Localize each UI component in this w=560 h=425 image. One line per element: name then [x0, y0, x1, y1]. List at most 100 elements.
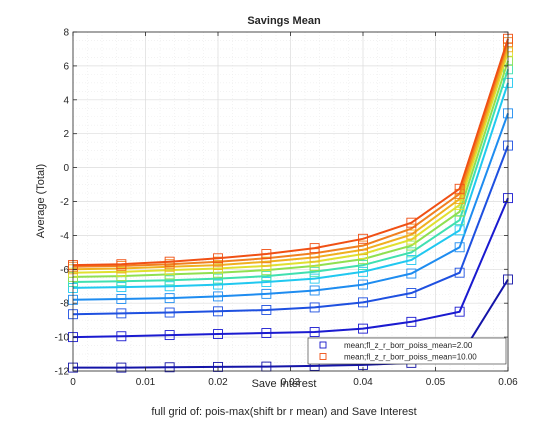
- x-tick-label: 0.02: [208, 377, 228, 388]
- data-point-marker: [406, 240, 417, 251]
- data-point-marker: [213, 361, 223, 372]
- data-point-marker: [358, 266, 368, 277]
- data-point-marker: [358, 233, 368, 244]
- y-tick-label: -4: [60, 231, 69, 242]
- series-line: [72, 51, 509, 274]
- data-point-marker: [406, 229, 417, 240]
- data-point-marker: [309, 285, 320, 296]
- data-point-marker: [261, 277, 272, 287]
- data-point-marker: [309, 327, 320, 337]
- y-tick-label: 6: [63, 61, 69, 72]
- legend-box: [307, 337, 507, 365]
- x-tick-label: 0.06: [498, 377, 518, 388]
- data-point-marker: [116, 282, 127, 293]
- data-point-marker: [406, 223, 417, 234]
- series-line: [72, 41, 509, 268]
- data-point-marker: [309, 266, 320, 277]
- data-point-marker: [164, 293, 175, 304]
- y-tick-label: 2: [63, 129, 69, 140]
- data-point-marker: [116, 294, 127, 304]
- data-point-marker: [358, 323, 368, 334]
- legend-label: mean;fl_z_r_borr_poiss_mean=2.00: [344, 341, 473, 350]
- legend-label: mean;fl_z_r_borr_poiss_mean=10.00: [344, 353, 477, 362]
- series-line: [72, 145, 509, 316]
- series-group: [68, 33, 513, 373]
- legend: mean;fl_z_r_borr_poiss_mean=2.00 mean;fl_…: [307, 337, 507, 365]
- chart-title: Savings Mean: [247, 15, 321, 27]
- data-point-marker: [261, 271, 272, 282]
- data-point-marker: [164, 281, 175, 292]
- data-point-marker: [454, 183, 465, 194]
- data-point-marker: [164, 256, 175, 267]
- x-tick-label: 0: [70, 377, 76, 388]
- data-point-marker: [406, 268, 417, 279]
- y-tick-label: 8: [63, 28, 69, 39]
- grid: [72, 31, 509, 372]
- data-point-marker: [358, 240, 368, 251]
- series-line: [72, 60, 509, 278]
- axes: 0 0.01 0.02 0.03 0.04 0.05 0.06 -12 -10 -8 -6 -4 -2 0…: [55, 28, 519, 389]
- x-tick-label: 0.01: [136, 377, 156, 388]
- series-line: [72, 82, 509, 289]
- chart-caption: full grid of: pois-max(shift br r mean) …: [151, 406, 416, 418]
- x-tick-label: 0.04: [353, 377, 373, 388]
- data-point-marker: [406, 316, 417, 327]
- data-point-marker: [406, 217, 417, 228]
- data-point-marker: [406, 288, 417, 298]
- data-point-marker: [358, 260, 368, 271]
- x-tick-label: 0.03: [281, 377, 301, 388]
- legend-marker: [319, 341, 327, 349]
- data-point-marker: [164, 330, 175, 341]
- data-point-marker: [213, 329, 223, 339]
- data-point-marker: [454, 225, 465, 236]
- y-tick-label: 0: [63, 163, 69, 174]
- data-point-marker: [213, 253, 223, 264]
- y-tick-label: -12: [55, 367, 70, 378]
- y-tick-label: -6: [60, 265, 69, 276]
- data-point-marker: [406, 247, 417, 258]
- data-point-marker: [164, 275, 175, 286]
- data-point-marker: [213, 279, 223, 290]
- series-line: [72, 38, 509, 267]
- x-tick-label: 0.05: [426, 377, 446, 388]
- data-point-marker: [116, 362, 127, 373]
- data-point-marker: [309, 273, 320, 284]
- series-line: [72, 113, 509, 301]
- data-point-marker: [213, 306, 223, 317]
- data-point-marker: [261, 288, 272, 299]
- data-point-marker: [358, 279, 368, 290]
- data-point-marker: [309, 302, 320, 313]
- x-axis-label: Save Interest: [252, 378, 317, 390]
- data-point-marker: [213, 273, 223, 284]
- data-point-marker: [261, 328, 272, 338]
- data-point-marker: [116, 331, 127, 342]
- y-tick-label: -2: [60, 197, 69, 208]
- y-tick-label: -10: [55, 333, 70, 344]
- data-point-marker: [309, 243, 320, 254]
- data-point-marker: [164, 307, 175, 318]
- y-tick-label: -8: [60, 299, 69, 310]
- data-point-marker: [454, 206, 465, 217]
- series-5: [68, 77, 513, 293]
- series-line: [72, 68, 509, 283]
- data-point-marker: [454, 267, 465, 278]
- legend-marker: [319, 353, 327, 360]
- data-point-marker: [116, 259, 127, 270]
- data-point-marker: [454, 199, 465, 210]
- data-point-marker: [454, 242, 465, 253]
- series-line: [72, 197, 509, 339]
- data-point-marker: [358, 297, 368, 308]
- y-tick-label: 4: [63, 95, 69, 106]
- data-point-marker: [406, 255, 417, 265]
- y-axis-label: Average (Total): [35, 164, 47, 238]
- series-4: [68, 108, 513, 305]
- data-point-marker: [261, 249, 272, 259]
- data-point-marker: [261, 305, 272, 315]
- data-point-marker: [213, 291, 223, 302]
- data-point-marker: [164, 362, 175, 373]
- data-point-marker: [454, 215, 465, 226]
- data-point-marker: [454, 306, 465, 317]
- data-point-marker: [116, 308, 127, 319]
